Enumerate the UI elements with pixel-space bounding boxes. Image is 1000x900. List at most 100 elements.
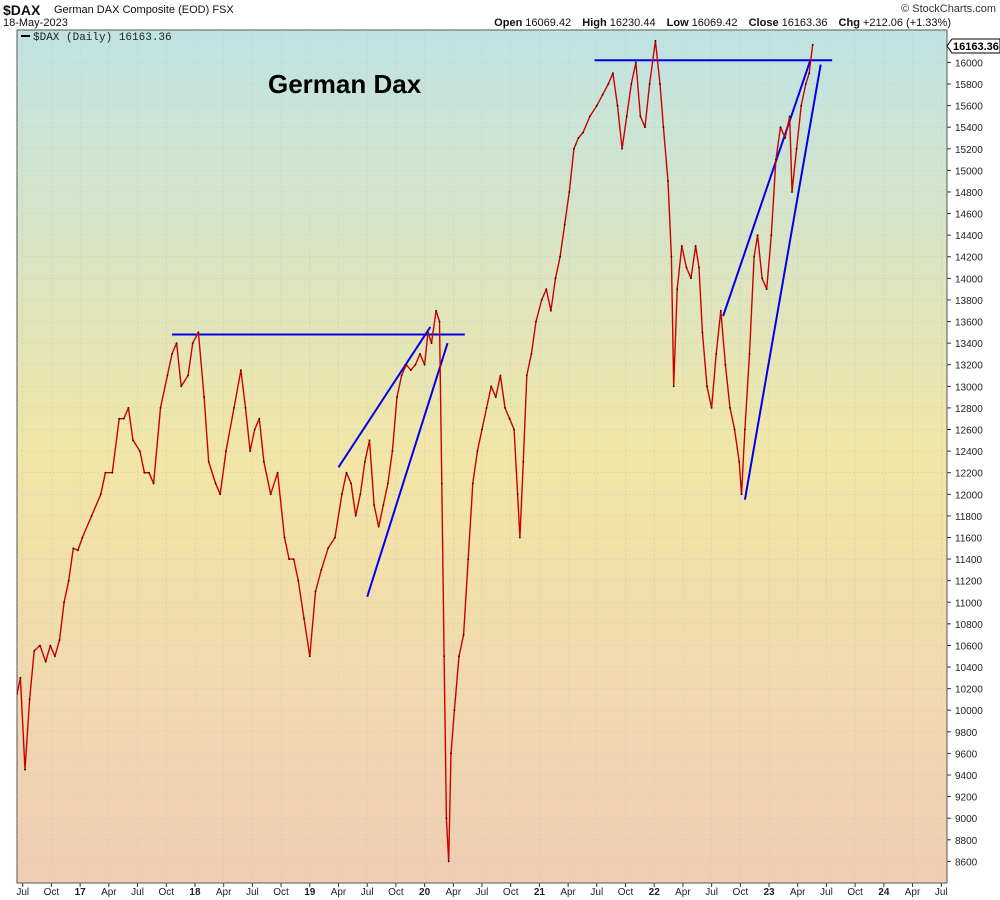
trendlines (172, 59, 833, 598)
ohlc-readout: Open 16069.42 High 16230.44 Low 16069.42 Cl… (494, 17, 951, 29)
price-point (423, 363, 426, 366)
price-point (39, 644, 41, 647)
price-point (334, 536, 336, 539)
price-point (111, 471, 114, 474)
trendline (743, 64, 822, 500)
legend: $DAX (Daily) 16163.36 (21, 32, 172, 44)
price-point (263, 461, 265, 463)
y-tick-label: 14000 (955, 274, 983, 285)
price-point (72, 547, 75, 550)
x-tick-label: 17 (75, 887, 87, 898)
y-tick-label: 15800 (955, 80, 983, 91)
price-point (568, 191, 571, 193)
price-point (715, 353, 718, 355)
price-point (118, 417, 121, 420)
x-tick-label: Jul (16, 887, 29, 898)
price-point (391, 450, 394, 452)
price-point (706, 385, 708, 388)
x-tick-label: 24 (878, 887, 890, 898)
price-point (354, 515, 357, 517)
price-point (667, 180, 669, 183)
y-tick-label: 15400 (955, 123, 983, 134)
price-point (607, 83, 610, 85)
y-tick-label: 14400 (955, 231, 983, 242)
y-tick-label: 10000 (955, 706, 983, 717)
y-tick-label: 13400 (955, 339, 983, 350)
price-point (269, 493, 272, 496)
price-point (350, 482, 352, 485)
y-tick-label: 9200 (955, 793, 978, 804)
price-point (516, 493, 519, 496)
price-point (396, 396, 398, 398)
price-point (648, 83, 651, 85)
chg-value: +212.06 (+1.33%) (862, 17, 951, 29)
y-tick-label: 13200 (955, 361, 983, 372)
x-tick-label: Apr (101, 887, 117, 898)
ticker-symbol: $DAX (3, 2, 41, 18)
price-point (710, 407, 713, 409)
price-point (690, 277, 692, 280)
y-tick-label: 10200 (955, 685, 983, 696)
y-tick-label: 14800 (955, 188, 983, 199)
y-tick-label: 11600 (955, 533, 983, 544)
price-point (545, 288, 548, 290)
x-tick-label: Oct (158, 887, 174, 898)
brand-credit[interactable]: © StockCharts.com (901, 3, 996, 15)
close-value: 16163.36 (781, 17, 828, 29)
price-point (159, 407, 162, 409)
legend-label: $DAX (Daily) 16163.36 (33, 32, 172, 44)
price-point (219, 493, 222, 496)
price-point (187, 374, 190, 377)
price-point (320, 569, 323, 571)
y-tick-label: 14200 (955, 253, 983, 264)
low-label: Low (666, 17, 689, 29)
x-tick-label: Jul (820, 887, 833, 898)
y-axis: 8600 8800 9000 9200 9400 9600 9800 10000 10200 10… (947, 58, 983, 868)
price-point (612, 72, 614, 75)
y-tick-label: 10600 (955, 641, 983, 652)
price-point (775, 158, 777, 161)
y-tick-label: 10800 (955, 620, 983, 631)
x-tick-label: Oct (503, 887, 519, 898)
price-point (148, 471, 150, 474)
price-point (525, 374, 528, 377)
price-point (17, 693, 18, 695)
price-point (471, 482, 474, 485)
price-point (550, 309, 552, 312)
price-point (19, 676, 22, 679)
price-point (670, 255, 673, 258)
price-point (58, 639, 61, 641)
price-point (788, 115, 791, 118)
price-point (166, 374, 169, 377)
price-point (171, 353, 173, 355)
price-point (519, 536, 521, 539)
price-point (249, 450, 252, 452)
y-tick-label: 10400 (955, 663, 983, 674)
open-value: 16069.42 (525, 17, 572, 29)
price-point (54, 655, 56, 658)
price-point (753, 255, 755, 258)
price-point (462, 633, 465, 636)
price-point (791, 191, 793, 193)
price-point (414, 363, 417, 366)
price-point (508, 417, 511, 420)
price-point (779, 126, 782, 129)
price-point (729, 407, 731, 409)
price-point (197, 331, 200, 334)
price-point (616, 104, 619, 107)
price-point (104, 471, 107, 474)
y-tick-label: 13600 (955, 318, 983, 329)
price-point (409, 369, 412, 371)
price-point (443, 655, 445, 658)
price-point (373, 504, 375, 506)
y-tick-label: 11800 (955, 512, 983, 523)
y-tick-label: 9800 (955, 728, 978, 739)
price-point (175, 342, 178, 344)
price-point (345, 471, 348, 474)
price-point (225, 450, 227, 452)
high-value: 16230.44 (609, 17, 656, 29)
price-point (49, 644, 52, 647)
price-point (240, 369, 242, 371)
price-point (314, 590, 317, 593)
